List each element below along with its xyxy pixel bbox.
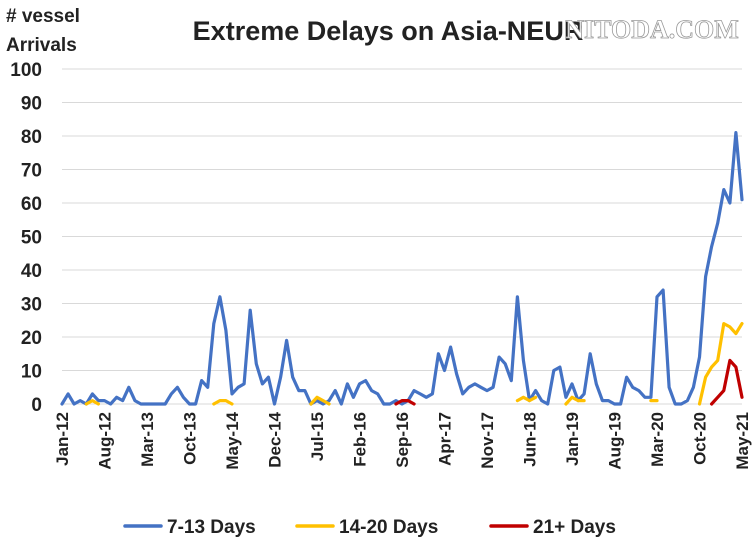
x-tick-label: Nov-17 xyxy=(478,412,497,469)
x-tick-label: Oct-20 xyxy=(691,412,710,465)
y-tick-label: 70 xyxy=(21,161,42,182)
legend-label: 14-20 Days xyxy=(339,517,438,538)
y-tick-label: 20 xyxy=(21,328,42,349)
y-tick-label: 80 xyxy=(21,127,42,148)
series-line-2-segment-1 xyxy=(84,399,100,406)
y-tick-label: 50 xyxy=(21,228,42,249)
x-tick-label: May-21 xyxy=(733,412,752,470)
x-tick-label: Mar-13 xyxy=(138,412,157,467)
series-line-2-segment-4 xyxy=(515,395,538,403)
series-line-3-segment-2 xyxy=(710,358,744,406)
y-tick-label: 100 xyxy=(10,60,42,81)
x-tick-label: Dec-14 xyxy=(266,411,285,467)
gridlines xyxy=(62,68,742,405)
y-tick-label: 60 xyxy=(21,194,42,215)
y-tick-label: 90 xyxy=(21,94,42,115)
x-tick-label: Oct-13 xyxy=(181,412,200,465)
series-line-2-segment-5 xyxy=(564,395,586,406)
series-line-2-segment-7 xyxy=(697,322,744,406)
y-tick-label: 30 xyxy=(21,295,42,316)
y-tick-label: 10 xyxy=(21,362,42,383)
y-axis-label-line-1: # vessel xyxy=(6,6,80,27)
series-line-2-segment-2 xyxy=(212,399,234,406)
chart-title: Extreme Delays on Asia-NEUR xyxy=(193,16,584,46)
watermark-text: NITODA.COM xyxy=(565,15,739,44)
x-tick-label: Apr-17 xyxy=(436,412,455,466)
y-tick-label: 0 xyxy=(31,395,42,416)
series-line-1 xyxy=(60,131,744,406)
x-tick-label: Mar-20 xyxy=(648,412,667,467)
series-lines xyxy=(60,131,744,406)
x-tick-label: Sep-16 xyxy=(393,412,412,468)
x-tick-label: Jun-18 xyxy=(521,412,540,467)
legend-label: 7-13 Days xyxy=(167,517,256,538)
x-tick-label: Jan-19 xyxy=(563,412,582,466)
series-line-2-segment-3 xyxy=(309,395,331,406)
x-tick-label: Aug-19 xyxy=(606,412,625,470)
x-tick-label: Aug-12 xyxy=(96,412,115,470)
series-line-3-segment-1 xyxy=(394,399,416,406)
x-tick-label: May-14 xyxy=(223,411,242,469)
y-tick-label: 40 xyxy=(21,261,42,282)
x-tick-label: Jul-15 xyxy=(308,412,327,461)
y-tick-labels: 0 10 20 30 40 50 60 70 80 90 100 xyxy=(10,60,42,416)
legend-label: 21+ Days xyxy=(533,517,616,538)
x-tick-label: Feb-16 xyxy=(351,412,370,467)
x-tick-labels: Jan-12 Aug-12 Mar-13 Oct-13 May-14 Dec-14 Jul-… xyxy=(53,411,752,469)
y-axis-label-line-2: Arrivals xyxy=(6,35,77,56)
x-tick-label: Jan-12 xyxy=(53,412,72,466)
legend: 7-13 Days 14-20 Days 21+ Days xyxy=(123,517,616,538)
